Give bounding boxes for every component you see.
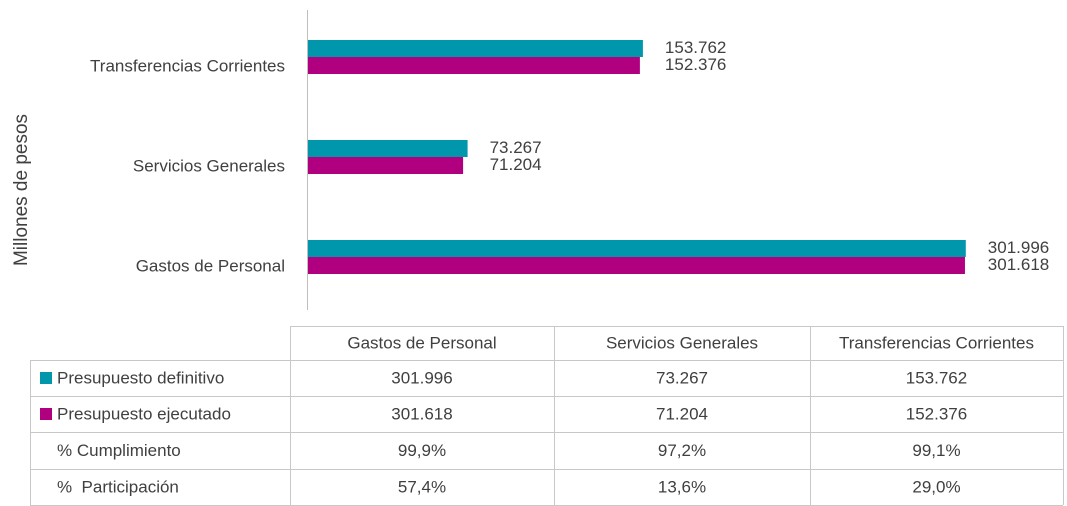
value-label: 153.762 [665,38,726,57]
table-cell: 97,2% [658,441,706,460]
table-cell: 57,4% [398,477,446,496]
value-label: 152.376 [665,55,726,74]
legend-label: Presupuesto ejecutado [57,404,231,423]
value-label: 301.618 [988,255,1049,274]
value-label: 71.204 [490,155,542,174]
y-tick-label: Gastos de Personal [136,256,285,275]
row-label: % Participación [57,477,179,496]
table-cell: 29,0% [912,477,960,496]
y-axis-label: Millones de pesos [11,114,32,266]
legend-swatch [40,408,52,420]
table-cell: 301.618 [391,404,452,423]
table-cell: 13,6% [658,477,706,496]
bar [308,257,965,274]
table-cell: 99,9% [398,441,446,460]
table-cell: 301.996 [391,368,452,387]
legend-swatch [40,372,52,384]
table-cell: 152.376 [906,404,967,423]
table-cell: 99,1% [912,441,960,460]
row-label: % Cumplimiento [57,441,181,460]
value-label: 301.996 [988,238,1049,257]
table-header: Servicios Generales [606,333,758,352]
value-label: 73.267 [490,138,542,157]
bar [308,57,640,74]
bar [308,40,643,57]
table-cell: 153.762 [906,368,967,387]
bar [308,140,468,157]
bar [308,157,464,174]
table-cell: 73.267 [656,368,708,387]
table-header: Transferencias Corrientes [839,333,1034,352]
legend-label: Presupuesto definitivo [57,368,224,387]
y-tick-label: Transferencias Corrientes [90,56,285,75]
table-cell: 71.204 [656,404,708,423]
table-header: Gastos de Personal [347,333,496,352]
y-tick-label: Servicios Generales [133,156,285,175]
bar [308,240,966,257]
